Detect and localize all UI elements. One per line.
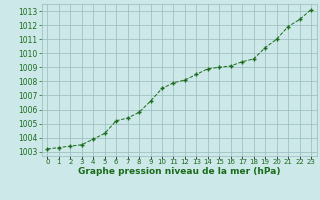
X-axis label: Graphe pression niveau de la mer (hPa): Graphe pression niveau de la mer (hPa) — [78, 167, 280, 176]
